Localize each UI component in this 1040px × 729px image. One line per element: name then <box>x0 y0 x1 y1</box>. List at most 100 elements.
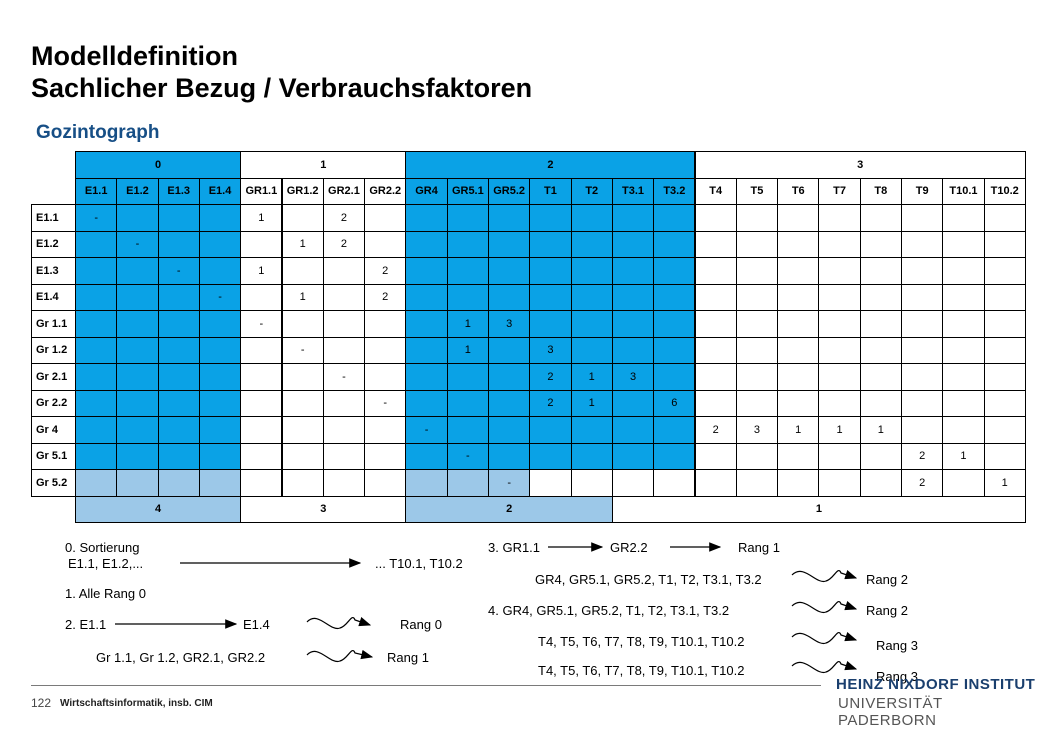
matrix-cell <box>735 389 779 417</box>
matrix-cell <box>735 336 779 364</box>
column-header-t6: T6 <box>777 177 820 205</box>
matrix-cell <box>322 442 366 470</box>
matrix-cell <box>75 257 118 285</box>
page-title: Modelldefinition Sachlicher Bezug / Verb… <box>31 40 532 104</box>
matrix-cell <box>901 283 944 311</box>
note-step-4-parts-b-rank: Rang 3 <box>876 669 918 684</box>
matrix-cell <box>942 363 985 391</box>
matrix-cell <box>75 442 118 470</box>
curve-arrow-5 <box>791 631 858 644</box>
column-header-t9: T9 <box>901 177 944 205</box>
matrix-cell <box>694 363 737 391</box>
matrix-cell <box>364 363 407 391</box>
matrix-cell <box>529 257 572 285</box>
note-step-3-from: 3. GR1.1 <box>488 540 541 555</box>
matrix-cell <box>322 389 366 417</box>
matrix-cell <box>735 283 779 311</box>
column-header-gr2-1: GR2.1 <box>322 177 366 205</box>
curve-arrow-3 <box>791 569 858 582</box>
row-label-gr2-2: Gr 2.2 <box>31 389 76 417</box>
matrix-cell <box>859 469 902 497</box>
matrix-cell <box>446 469 489 497</box>
matrix-cell <box>322 416 366 444</box>
page-subtitle: Gozintograph <box>36 122 160 143</box>
matrix-cell <box>157 469 200 497</box>
column-header-e1-2: E1.2 <box>116 177 159 205</box>
matrix-cell <box>240 416 283 444</box>
matrix-cell <box>901 204 944 232</box>
matrix-cell <box>281 416 324 444</box>
group-header-3: 3 <box>694 151 1026 179</box>
matrix-cell <box>116 204 159 232</box>
note-step-3-to: GR2.2 <box>610 540 648 555</box>
note-sorting-start: E1.1, E1.2,... <box>68 556 144 571</box>
matrix-cell: 1 <box>240 204 283 232</box>
matrix-cell <box>198 363 242 391</box>
note-step-4-parts-a-rank: Rang 3 <box>876 638 918 653</box>
matrix-cell <box>859 204 902 232</box>
note-step-2-rank: Rang 0 <box>400 617 442 632</box>
matrix-cell <box>488 336 531 364</box>
note-step-3-rank: Rang 1 <box>738 540 780 555</box>
rank-cell-4: 4 <box>75 495 242 523</box>
matrix-cell <box>653 257 696 285</box>
matrix-cell <box>777 442 820 470</box>
matrix-cell: 3 <box>735 416 779 444</box>
matrix-cell <box>488 230 531 258</box>
footer-divider <box>31 685 821 686</box>
matrix-cell <box>777 204 820 232</box>
matrix-cell: - <box>157 257 200 285</box>
column-header-t10-1: T10.1 <box>942 177 985 205</box>
column-header-t4: T4 <box>694 177 737 205</box>
matrix-cell <box>942 416 985 444</box>
rank-cell-1: 1 <box>611 495 1026 523</box>
matrix-cell <box>240 442 283 470</box>
column-header-e1-4: E1.4 <box>198 177 242 205</box>
note-step-3-items: GR4, GR5.1, GR5.2, T1, T2, T3.1, T3.2 <box>535 572 762 587</box>
note-step-2-groups-rank: Rang 1 <box>387 650 429 665</box>
note-step-4-parts-a: T4, T5, T6, T7, T8, T9, T10.1, T10.2 <box>538 634 745 649</box>
column-header-e1-3: E1.3 <box>157 177 200 205</box>
matrix-cell <box>611 389 655 417</box>
note-sorting-end: ... T10.1, T10.2 <box>375 556 463 571</box>
matrix-cell <box>694 204 737 232</box>
title-line-1: Modelldefinition <box>31 41 238 71</box>
note-step-3-items-rank: Rang 2 <box>866 572 908 587</box>
matrix-cell <box>653 310 696 338</box>
matrix-cell <box>157 363 200 391</box>
curve-arrow-2 <box>306 649 374 662</box>
matrix-cell: 1 <box>983 469 1026 497</box>
matrix-cell <box>942 336 985 364</box>
matrix-cell: 2 <box>322 204 366 232</box>
matrix-cell <box>983 204 1026 232</box>
matrix-cell <box>529 416 572 444</box>
matrix-cell <box>488 283 531 311</box>
matrix-cell <box>446 230 489 258</box>
matrix-cell: 1 <box>570 389 613 417</box>
matrix-cell <box>859 336 902 364</box>
matrix-cell <box>529 310 572 338</box>
matrix-cell <box>942 389 985 417</box>
matrix-cell <box>735 257 779 285</box>
note-step-4-items: 4. GR4, GR5.1, GR5.2, T1, T2, T3.1, T3.2 <box>488 603 730 618</box>
matrix-cell: 1 <box>281 283 324 311</box>
matrix-cell <box>198 310 242 338</box>
page-number: 122 <box>31 696 52 710</box>
matrix-cell <box>529 204 572 232</box>
matrix-cell <box>694 283 737 311</box>
group-header-2: 2 <box>405 151 696 179</box>
row-label-e1-2: E1.2 <box>31 230 76 258</box>
matrix-cell <box>777 230 820 258</box>
column-header-t8: T8 <box>859 177 902 205</box>
title-line-2: Sachlicher Bezug / Verbrauchsfaktoren <box>31 73 533 103</box>
institute-logo-line-2: UNIVERSITÄT PADERBORN <box>838 695 943 729</box>
row-label-gr5-2: Gr 5.2 <box>31 469 76 497</box>
matrix-cell: 3 <box>488 310 531 338</box>
matrix-cell <box>405 204 448 232</box>
matrix-cell <box>694 442 737 470</box>
matrix-cell <box>983 442 1026 470</box>
matrix-cell <box>116 363 159 391</box>
note-step-2-to: E1.4 <box>243 617 270 632</box>
